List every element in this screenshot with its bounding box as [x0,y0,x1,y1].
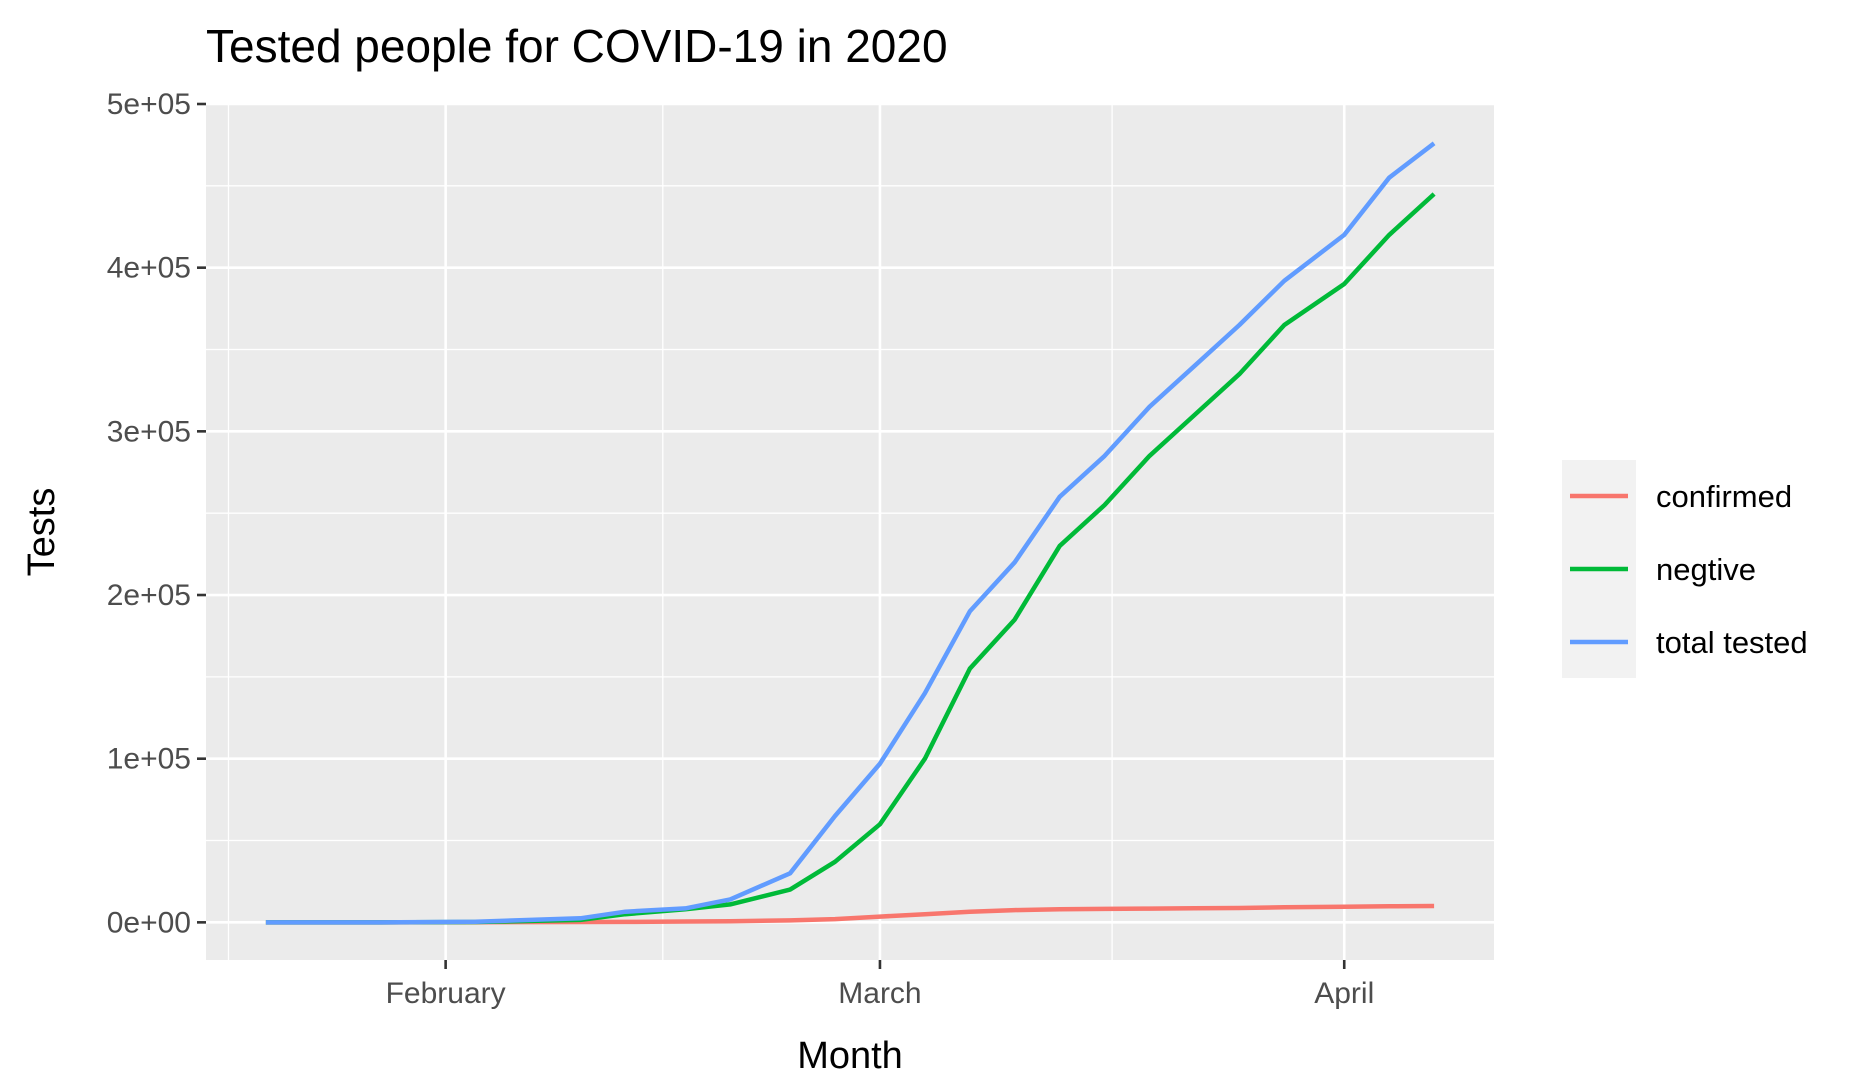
x-tick-label: April [1314,977,1374,1010]
legend-label: total tested [1656,625,1808,660]
y-tick-label: 1e+05 [107,743,191,776]
y-tick-label: 4e+05 [107,252,191,285]
series-line-confirmed [265,903,1435,925]
y-tick-label: 5e+05 [107,88,191,121]
y-tick-label: 3e+05 [107,415,191,448]
tick-labels: 0e+00 1e+05 2e+05 3e+05 4e+05 5e+05 February Ma… [107,88,1375,1010]
legend: confirmed negtive total tested [1562,460,1808,678]
minor-gridlines [206,104,1494,960]
x-tick-label: March [838,977,921,1010]
series-layer [265,141,1436,925]
axis-ticks [197,102,1346,969]
x-axis-title: Month [797,1035,903,1077]
series-line-total-tested [265,141,1436,925]
x-tick-label: February [386,977,506,1010]
legend-label: negtive [1656,552,1756,587]
legend-label: confirmed [1656,479,1792,514]
plot-panel [206,104,1494,960]
y-axis-title: Tests [21,488,63,577]
y-tick-label: 0e+00 [107,906,191,939]
y-tick-label: 2e+05 [107,579,191,612]
chart-title: Tested people for COVID-19 in 2020 [206,20,948,72]
